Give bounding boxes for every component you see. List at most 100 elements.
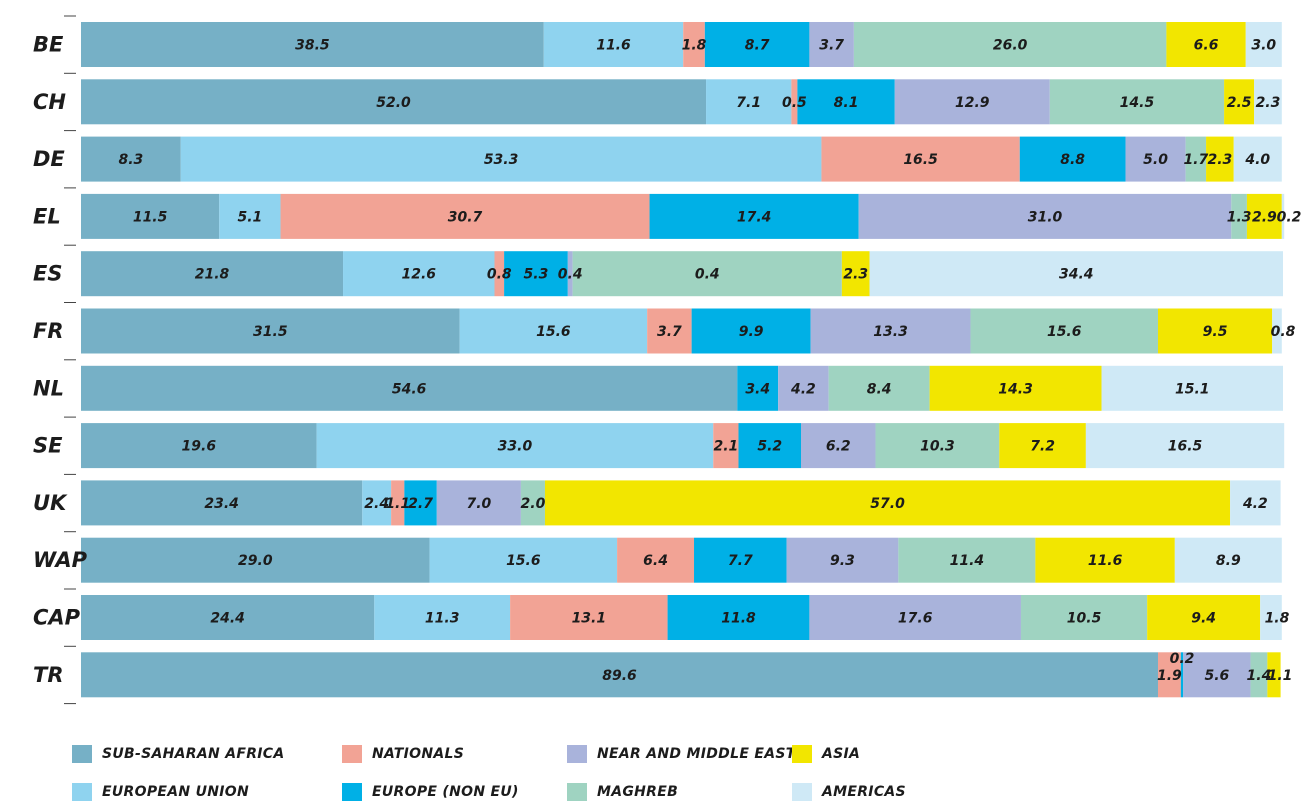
value-label: 29.0: [238, 553, 273, 569]
value-label: 13.1: [572, 611, 607, 627]
value-label: 0.2: [1170, 651, 1195, 667]
value-label: 2.3: [843, 267, 868, 283]
value-label: 30.7: [448, 209, 483, 225]
category-labels: BE CH DE EL ES FR NL SE UK WAP CAP TR: [33, 33, 88, 687]
stacked-bar-chart: BE CH DE EL ES FR NL SE UK WAP CAP TR 38.5 11.6 1.8 8.…: [33, 15, 1302, 705]
bar-segment: [778, 365, 829, 411]
bar-segment: [1231, 193, 1247, 239]
value-label: 9.4: [1191, 611, 1216, 627]
legend-item: ASIA: [792, 745, 860, 763]
value-label: 2.9: [1252, 209, 1277, 225]
bar-segment: [828, 365, 930, 411]
bar-segment: [1250, 652, 1268, 698]
category-label: CH: [33, 90, 66, 114]
bar-segment: [1174, 537, 1282, 583]
bar-segment: [362, 480, 392, 526]
value-label: 33.0: [498, 439, 533, 455]
category-label: FR: [33, 319, 64, 343]
bar-segment: [429, 537, 618, 583]
value-label: 1.8: [682, 38, 707, 54]
value-label: 11.8: [721, 611, 756, 627]
value-label: 14.5: [1120, 95, 1155, 111]
category-label: ES: [33, 262, 62, 286]
legend-swatch: [342, 745, 362, 763]
value-label: 23.4: [204, 496, 239, 512]
bar-segment: [999, 423, 1086, 469]
value-label: 10.5: [1067, 611, 1102, 627]
value-label: 15.1: [1175, 381, 1210, 397]
bar-segment: [1254, 79, 1282, 125]
bar-segment: [1233, 136, 1282, 182]
value-label: 54.6: [392, 381, 427, 397]
value-label: 0.5: [782, 95, 807, 111]
value-label: 5.3: [524, 267, 549, 283]
value-label: 7.2: [1030, 439, 1055, 455]
bar-segment: [1049, 79, 1225, 125]
value-label: 6.2: [826, 439, 851, 455]
value-label: 7.7: [728, 553, 753, 569]
bar-segment: [647, 308, 692, 354]
bar-segment: [81, 423, 317, 469]
bar-segment: [404, 480, 437, 526]
bar-segment: [841, 251, 870, 297]
value-label: 16.5: [1168, 439, 1203, 455]
value-label: 15.6: [506, 553, 541, 569]
value-label: 4.2: [1242, 496, 1268, 512]
bar-segment: [520, 480, 545, 526]
category-label: BE: [33, 33, 64, 57]
bar-segment: [510, 595, 668, 640]
bar-segment: [1157, 652, 1181, 698]
bar-segment: [1147, 595, 1261, 640]
bar-segment: [1183, 652, 1251, 698]
bar-segment: [797, 79, 895, 125]
value-label: 1.8: [1265, 611, 1290, 627]
value-label: 0.4: [558, 267, 583, 283]
value-label: 6.4: [643, 553, 668, 569]
bar-segment: [544, 480, 1231, 526]
value-label: 0.8: [1271, 324, 1296, 340]
legend-swatch: [567, 745, 587, 763]
bar-segment: [1260, 595, 1282, 640]
bar-segment: [81, 652, 1158, 698]
bar-segment: [436, 480, 521, 526]
bar-segment: [81, 79, 707, 125]
category-tick-marks: [64, 15, 76, 705]
bar-segment: [694, 537, 787, 583]
value-label: 7.1: [736, 95, 761, 111]
value-label: 31.5: [253, 324, 288, 340]
bar-segment: [617, 537, 695, 583]
value-label: 15.6: [536, 324, 571, 340]
bar-segment: [1019, 136, 1126, 182]
value-label: 8.9: [1216, 553, 1241, 569]
legend-swatch: [792, 745, 812, 763]
value-label: 6.6: [1194, 38, 1219, 54]
category-label: SE: [33, 434, 63, 458]
category-label: WAP: [33, 548, 88, 572]
legend-label: MAGHREB: [597, 784, 679, 800]
value-label: 17.4: [737, 209, 772, 225]
bar-segment: [858, 193, 1232, 239]
bar-segment: [567, 251, 573, 297]
bar-segment: [1272, 308, 1282, 354]
bar-segment: [343, 251, 495, 297]
bar-segment: [81, 136, 181, 182]
value-label: 5.2: [757, 439, 782, 455]
bar-segment: [1180, 652, 1184, 698]
value-label: 1.1: [1268, 668, 1293, 684]
bar-segment: [1085, 423, 1285, 469]
bar-segment: [786, 537, 899, 583]
bar-segment: [706, 79, 792, 125]
legend-label: EUROPE (NON EU): [372, 784, 519, 800]
value-label: 31.0: [1028, 209, 1063, 225]
bar-segment: [821, 136, 1020, 182]
value-label: 1.3: [1227, 209, 1252, 225]
value-label: 26.0: [993, 38, 1028, 54]
legend-label: ASIA: [822, 746, 861, 762]
bar-segment: [1246, 193, 1282, 239]
value-label: 0.2: [1277, 209, 1302, 225]
bar-segment: [1125, 136, 1186, 182]
bar-segment: [810, 308, 971, 354]
bar-segment: [809, 595, 1021, 640]
value-label: 10.3: [920, 439, 955, 455]
category-label: NL: [33, 376, 64, 400]
